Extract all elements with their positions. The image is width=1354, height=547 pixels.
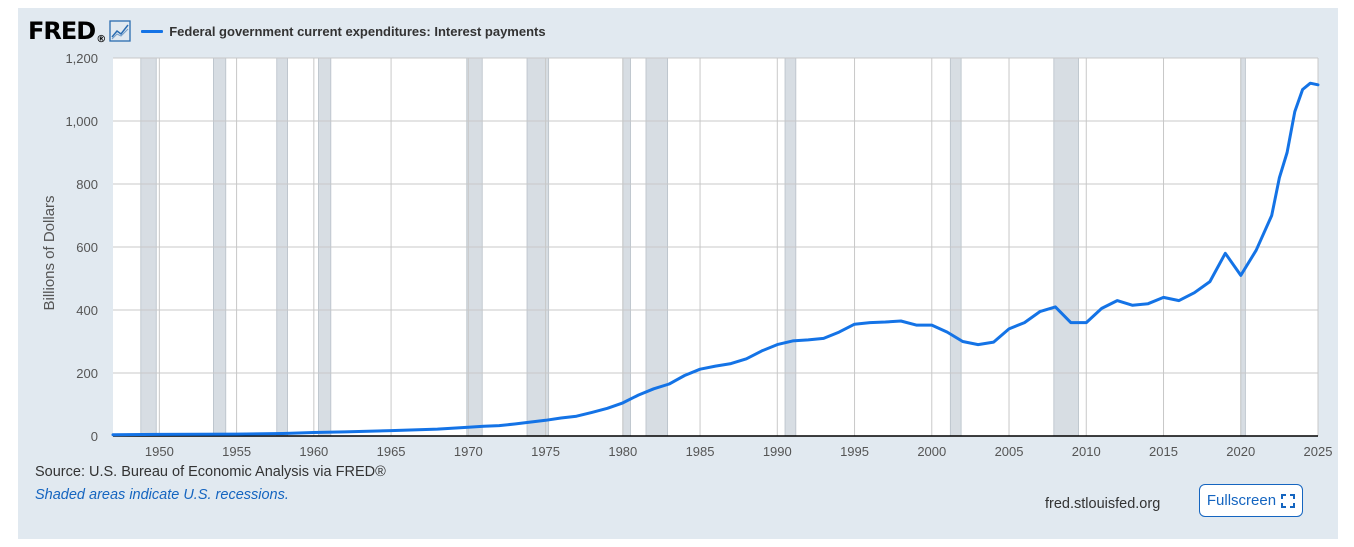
chart-header: FRED® Federal government current expendi…: [28, 16, 546, 46]
x-tick-label: 1985: [686, 444, 715, 459]
y-tick-label: 200: [76, 366, 98, 381]
y-tick-label: 1,000: [65, 114, 98, 129]
x-tick-label: 1995: [840, 444, 869, 459]
fred-graph-icon[interactable]: [109, 20, 131, 42]
x-tick-label: 1980: [608, 444, 637, 459]
y-tick-label: 600: [76, 240, 98, 255]
series-line: [111, 81, 1320, 437]
x-tick-label: 1950: [145, 444, 174, 459]
legend-label: Federal government current expenditures:…: [169, 23, 546, 39]
y-tick-label: 0: [91, 429, 98, 444]
x-tick-label: 1975: [531, 444, 560, 459]
y-tick-label: 800: [76, 177, 98, 192]
y-tick-label: 1,200: [65, 51, 98, 66]
legend-swatch: [141, 29, 164, 33]
fullscreen-label: Fullscreen: [1206, 492, 1277, 509]
source-text: Source: U.S. Bureau of Economic Analysis…: [35, 464, 386, 480]
fred-logo[interactable]: FRED®: [28, 17, 106, 45]
x-tick-label: 1960: [299, 444, 328, 459]
x-tick-label: 1990: [763, 444, 792, 459]
x-tick-label: 2015: [1149, 444, 1178, 459]
x-tick-label: 2025: [1304, 444, 1333, 459]
fullscreen-button[interactable]: Fullscreen: [1199, 484, 1303, 517]
x-tick-label: 2010: [1072, 444, 1101, 459]
x-tick-label: 1955: [222, 444, 251, 459]
recession-note: Shaded areas indicate U.S. recessions.: [35, 487, 289, 503]
fullscreen-icon: [1281, 493, 1296, 508]
y-axis-label: Billions of Dollars: [41, 195, 58, 310]
x-tick-label: 1970: [454, 444, 483, 459]
x-tick-label: 2020: [1226, 444, 1255, 459]
site-link[interactable]: fred.stlouisfed.org: [1045, 496, 1161, 512]
x-tick-label: 1965: [377, 444, 406, 459]
x-tick-label: 2000: [917, 444, 946, 459]
x-tick-label: 2005: [995, 444, 1024, 459]
y-tick-label: 400: [76, 303, 98, 318]
